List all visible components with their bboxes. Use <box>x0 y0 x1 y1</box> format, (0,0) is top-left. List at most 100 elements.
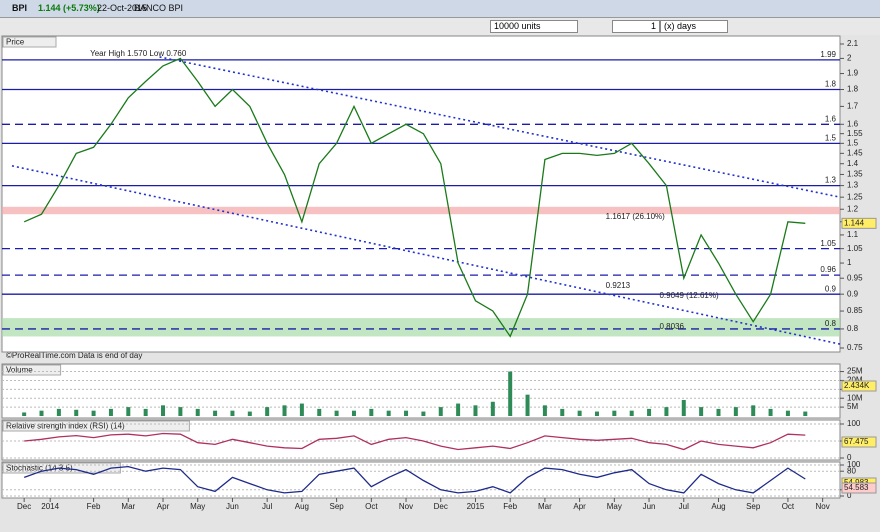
level-label: 0.9 <box>825 284 837 293</box>
annotation: Year High 1.570 Low 0.760 <box>90 49 187 58</box>
copyright: ©ProRealTime.com Data is end of day <box>6 351 142 360</box>
y-tick-label: 1.55 <box>847 129 863 138</box>
volume-bar <box>751 405 756 416</box>
y-tick-label: 1.2 <box>847 204 859 213</box>
volume-bar <box>421 411 426 416</box>
volume-bar <box>508 371 513 416</box>
y-tick-label: 1 <box>847 258 852 267</box>
y-tick-label: 1.6 <box>847 119 859 128</box>
period-unit[interactable]: (x) days <box>660 20 728 33</box>
volume-bar <box>91 410 96 416</box>
x-tick-label: Apr <box>157 502 170 511</box>
volume-bar <box>74 409 79 416</box>
volume-bar <box>334 410 339 416</box>
volume-bar <box>473 405 478 416</box>
volume-bar <box>542 405 547 416</box>
panel <box>1 461 841 499</box>
volume-bar <box>525 394 530 416</box>
level-label: 1.05 <box>820 239 836 248</box>
volume-bar <box>681 400 686 416</box>
y-tick-label: 1.05 <box>847 244 863 253</box>
y-tick-label: 0.85 <box>847 306 863 315</box>
level-label: 1.6 <box>825 114 837 123</box>
y-tick-label: 2.1 <box>847 39 859 48</box>
trendline <box>159 56 841 198</box>
panel-title: Stochastic (14 3 5) <box>6 464 73 473</box>
series-line <box>23 57 806 338</box>
panel-title: Price <box>6 38 25 47</box>
x-tick-label: Mar <box>538 502 552 511</box>
volume-bar <box>39 410 44 416</box>
volume-bar <box>768 408 773 416</box>
y-tick-label: 1.1 <box>847 230 859 239</box>
level-label: 0.8 <box>825 319 837 328</box>
y-tick-label: 1.8 <box>847 85 859 94</box>
x-tick-label: Apr <box>573 502 586 511</box>
y-tick-label: 0.75 <box>847 343 863 352</box>
y-tick-label: 1.9 <box>847 69 859 78</box>
volume-bar <box>108 408 113 416</box>
panel-title: Relative strength index (RSI) (14) <box>6 422 125 431</box>
x-tick-label: Jul <box>679 502 689 511</box>
last-tag-box <box>841 436 877 448</box>
y-tick-label: 0 <box>847 491 852 500</box>
volume-bar <box>22 412 27 416</box>
x-tick-label: Sep <box>329 502 344 511</box>
panel-title: Volume <box>6 366 33 375</box>
x-tick-label: 2014 <box>41 502 59 511</box>
x-tick-label: Dec <box>17 502 31 511</box>
volume-bar <box>560 408 565 416</box>
y-tick-label: 25M <box>847 367 863 376</box>
volume-bar <box>699 407 704 416</box>
volume-bar <box>438 407 443 416</box>
panel-title-box <box>2 364 62 376</box>
annotation: 0.9213 <box>606 281 631 290</box>
panel-title-box <box>2 36 57 48</box>
volume-bar <box>456 403 461 416</box>
x-tick-label: Aug <box>711 502 725 511</box>
y-tick-label: 1.7 <box>847 101 859 110</box>
level-label: 0.96 <box>820 265 836 274</box>
volume-bar <box>161 405 166 416</box>
y-tick-label: 1.45 <box>847 148 863 157</box>
x-tick-label: Oct <box>782 502 795 511</box>
x-tick-label: 2015 <box>467 502 485 511</box>
y-tick-label: 1.4 <box>847 159 859 168</box>
y-tick-label: 0 <box>847 453 852 462</box>
last-tag-box <box>841 482 877 494</box>
last-tag: 1.144 <box>844 218 865 227</box>
volume-bar <box>265 407 270 416</box>
y-tick-label: 0.8 <box>847 324 859 333</box>
quote: 1.144 (+5.73%) <box>38 3 100 13</box>
annotation: 0.9049 (12.61%) <box>659 291 718 300</box>
y-tick-label: 1.3 <box>847 181 859 190</box>
level-label: 1.8 <box>825 80 837 89</box>
x-tick-label: Jun <box>226 502 239 511</box>
x-tick-label: Sep <box>746 502 761 511</box>
x-tick-label: May <box>607 502 622 511</box>
volume-bar <box>612 410 617 416</box>
volume-bar <box>195 408 200 416</box>
volume-bar <box>317 408 322 416</box>
level-label: 1.5 <box>825 133 837 142</box>
last-tag-box <box>841 380 877 392</box>
panel-title-box <box>2 420 190 432</box>
volume-bar <box>178 407 183 416</box>
volume-bar <box>733 407 738 416</box>
units-field[interactable]: 10000 units <box>490 20 578 33</box>
volume-bar <box>126 407 131 416</box>
period-field[interactable]: 1 <box>612 20 660 33</box>
volume-bar <box>56 408 61 416</box>
y-tick-label: 0.9 <box>847 289 859 298</box>
symbol[interactable]: BPI <box>12 3 28 13</box>
volume-bar <box>629 410 634 416</box>
y-tick-label: 80 <box>847 466 856 475</box>
x-tick-label: Oct <box>365 502 378 511</box>
last-tag: 2.434K <box>844 381 870 390</box>
x-tick-label: Aug <box>295 502 309 511</box>
y-tick-label: 1.5 <box>847 138 859 147</box>
trendline <box>11 165 841 345</box>
volume-bar <box>143 408 148 416</box>
series-line <box>23 465 806 494</box>
